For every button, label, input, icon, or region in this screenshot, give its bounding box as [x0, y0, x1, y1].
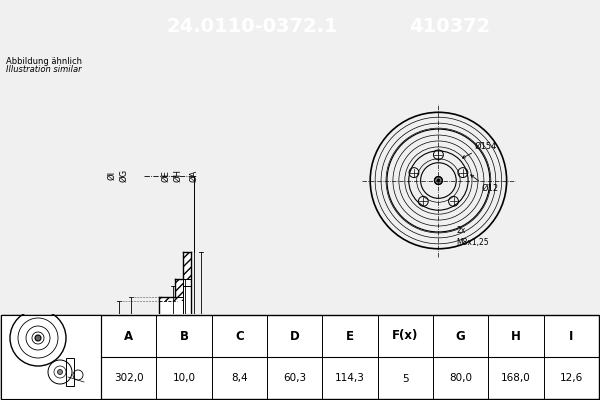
Bar — [184, 279, 191, 349]
Text: ØG: ØG — [119, 169, 128, 182]
Circle shape — [35, 335, 41, 341]
Text: 12,6: 12,6 — [560, 374, 583, 384]
Text: Ø154: Ø154 — [475, 142, 497, 151]
Bar — [175, 331, 184, 349]
Bar — [175, 297, 184, 331]
Bar — [158, 297, 184, 301]
Text: F(x): F(x) — [131, 344, 148, 353]
Text: ØA: ØA — [189, 169, 198, 182]
Text: C (MTH): C (MTH) — [193, 378, 227, 387]
Bar — [66, 358, 74, 386]
Text: 80,0: 80,0 — [449, 374, 472, 384]
Bar — [1, 315, 101, 399]
Bar — [184, 252, 191, 279]
Text: H: H — [511, 330, 521, 342]
Text: C: C — [235, 330, 244, 342]
Text: ØE: ØE — [161, 170, 170, 182]
Bar — [158, 327, 184, 331]
Text: B: B — [179, 330, 188, 342]
Circle shape — [58, 370, 62, 374]
Text: Abbildung ähnlich: Abbildung ähnlich — [7, 57, 82, 66]
Text: G: G — [456, 330, 466, 342]
Text: ØH: ØH — [173, 169, 182, 182]
Text: 114,3: 114,3 — [335, 374, 365, 384]
Text: 5: 5 — [402, 374, 409, 384]
Text: 8,4: 8,4 — [231, 374, 248, 384]
Text: E: E — [346, 330, 354, 342]
Text: 168,0: 168,0 — [501, 374, 531, 384]
Text: Ø12: Ø12 — [482, 184, 499, 192]
Text: 10,0: 10,0 — [173, 374, 196, 384]
Text: ØI: ØI — [107, 171, 116, 180]
Circle shape — [434, 176, 442, 184]
Text: A: A — [124, 330, 133, 342]
Bar — [184, 349, 191, 376]
Text: D: D — [290, 330, 299, 342]
Text: 410372: 410372 — [409, 16, 491, 36]
Text: 24.0110-0372.1: 24.0110-0372.1 — [166, 16, 338, 36]
Text: 302,0: 302,0 — [114, 374, 143, 384]
Bar — [158, 301, 184, 327]
Text: I: I — [569, 330, 574, 342]
Bar — [175, 279, 184, 297]
Text: F(x): F(x) — [392, 330, 419, 342]
Text: 2x
M8x1,25: 2x M8x1,25 — [456, 226, 489, 247]
Circle shape — [437, 179, 440, 182]
Text: 60,3: 60,3 — [283, 374, 306, 384]
Text: B: B — [191, 377, 197, 386]
Text: Illustration similar: Illustration similar — [7, 65, 82, 74]
